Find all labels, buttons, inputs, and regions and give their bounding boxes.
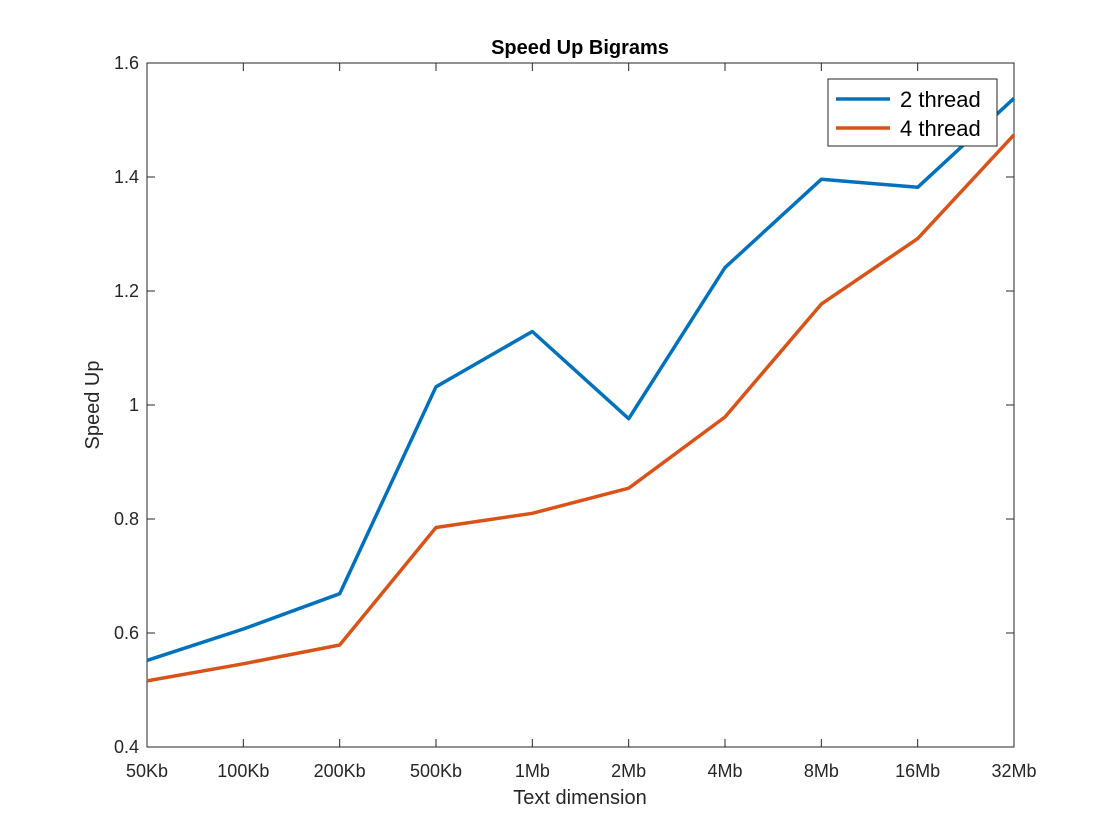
legend-label: 4 thread — [900, 116, 981, 141]
plot-area — [146, 62, 1015, 748]
x-tick-label: 8Mb — [804, 761, 839, 781]
y-tick-label: 1 — [129, 395, 139, 415]
x-tick-label: 500Kb — [410, 761, 462, 781]
series-line-2 — [146, 133, 1016, 683]
y-axis-label: Speed Up — [82, 361, 104, 450]
y-tick-label: 0.4 — [114, 737, 139, 757]
legend-label: 2 thread — [900, 87, 981, 112]
x-tick-label: 50Kb — [126, 761, 168, 781]
x-axis: 50Kb 100Kb 200Kb 500Kb 1Mb 2Mb 4Mb 8Mb 16Mb 32Mb — [126, 63, 1037, 781]
y-tick-label: 1.4 — [114, 167, 139, 187]
plot-frame — [146, 62, 1015, 748]
legend: 2 thread 4 thread — [827, 78, 998, 147]
y-axis: 0.4 0.6 0.8 1 1.2 1.4 1.6 — [114, 53, 1014, 757]
legend-box — [827, 78, 998, 147]
x-tick-label: 32Mb — [991, 761, 1036, 781]
x-tick-label: 2Mb — [611, 761, 646, 781]
y-tick-label: 0.8 — [114, 509, 139, 529]
x-tick-label: 16Mb — [895, 761, 940, 781]
series-line-1 — [146, 97, 1016, 663]
x-tick-label: 4Mb — [707, 761, 742, 781]
y-tick-label: 0.6 — [114, 623, 139, 643]
y-tick-label: 1.6 — [114, 53, 139, 73]
chart-title: Speed Up Bigrams — [491, 37, 669, 59]
x-axis-label: Text dimension — [513, 787, 646, 809]
x-tick-label: 1Mb — [515, 761, 550, 781]
series-layer — [146, 97, 1016, 683]
x-tick-label: 200Kb — [314, 761, 366, 781]
y-tick-label: 1.2 — [114, 281, 139, 301]
x-tick-label: 100Kb — [217, 761, 269, 781]
